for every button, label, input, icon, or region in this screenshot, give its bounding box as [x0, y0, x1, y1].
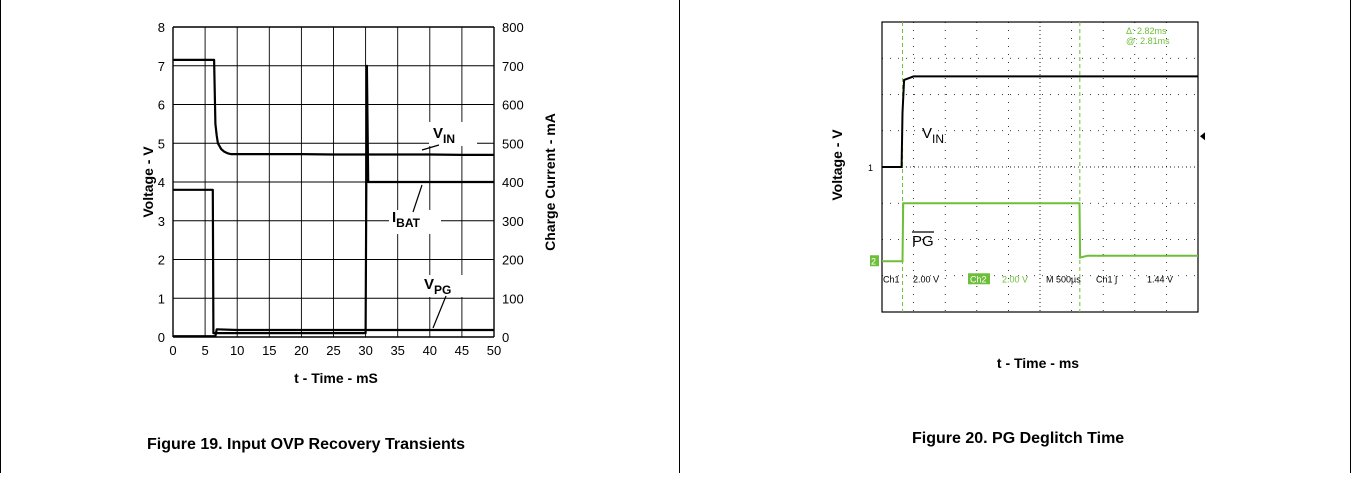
trace-annotations: VIN PG — [912, 125, 944, 250]
series-line-v-pg — [173, 328, 494, 338]
figure-19-panel: 0 5 10 15 20 25 30 35 40 45 50 0 1 2 3 4 5 6 7 8 0 100 200 300 4… — [0, 0, 680, 473]
status-item: Ch2 — [970, 274, 987, 284]
x-tick-label: 30 — [358, 343, 372, 358]
vin-label: VIN — [922, 125, 944, 146]
vpg-arrow — [432, 295, 447, 329]
figure-20-caption: Figure 20. PG Deglitch Time — [912, 430, 1125, 447]
y-tick-label-left: 8 — [158, 20, 165, 35]
vin-label: VIN — [433, 125, 455, 146]
trace-annotations: VIN IBAT VPG — [389, 122, 477, 329]
x-tick-label: 25 — [326, 343, 340, 358]
pg-label: PG — [912, 233, 934, 250]
ch2-ground-marker-bg — [870, 255, 879, 267]
status-item: 1.44 V — [1147, 274, 1173, 284]
y-tick-label-left: 1 — [158, 291, 165, 306]
y-axis-label: Voltage - V — [829, 129, 845, 201]
scope-grid: 12 — [868, 21, 1205, 313]
chart-grid — [172, 26, 495, 338]
tick-labels: 0 5 10 15 20 25 30 35 40 45 5001234567801002003004… — [158, 20, 524, 358]
status-item: 2.00 V — [913, 274, 939, 284]
y-tick-label-right: 800 — [502, 20, 524, 35]
y-tick-label-left: 0 — [158, 330, 165, 345]
vin-arrow — [421, 144, 440, 151]
status-item: Ch1 ∫ — [1096, 274, 1119, 284]
y-axis-label-right: Charge Current - mA — [542, 113, 558, 251]
scope-traces — [882, 75, 1198, 263]
y-tick-label-right: 700 — [502, 59, 524, 74]
y-tick-label-left: 6 — [158, 98, 165, 113]
ibat-label-bg — [389, 210, 441, 234]
x-tick-label: 5 — [201, 343, 208, 358]
scope-status-bar: Ch1 2.00 V Ch2 2.00 V M 500µs Ch1 ∫ 1.44 V — [883, 273, 1173, 285]
cursor-at-readout: @: 2.81ms — [1126, 36, 1170, 46]
y-tick-label-right: 100 — [502, 291, 524, 306]
cursor-delta-readout: Δ: 2.82ms — [1126, 26, 1167, 36]
vpg-label-bg — [421, 275, 467, 297]
x-tick-label: 45 — [455, 343, 469, 358]
status-item: 2.00 V — [1002, 274, 1028, 284]
y-tick-label-right: 0 — [502, 330, 509, 345]
ibat-arrow — [412, 184, 423, 213]
y-tick-label-left: 7 — [158, 59, 165, 74]
x-tick-label: 20 — [294, 343, 308, 358]
trigger-level-marker — [1200, 132, 1205, 141]
y-axis-label-left: Voltage - V — [140, 146, 156, 218]
chart-series — [173, 58, 494, 338]
ch1-ground-marker: 1 — [868, 163, 873, 173]
y-tick-label-left: 4 — [158, 175, 165, 190]
y-tick-label-left: 2 — [158, 253, 165, 268]
trace-pg — [882, 202, 1198, 263]
ibat-label: IBAT — [392, 209, 421, 230]
y-tick-label-right: 200 — [502, 253, 524, 268]
x-tick-label: 15 — [262, 343, 276, 358]
ovp-recovery-chart: 0 5 10 15 20 25 30 35 40 45 5001234567801002003004… — [140, 20, 558, 386]
y-tick-label-left: 5 — [158, 136, 165, 151]
ch2-status-bg — [968, 273, 990, 285]
x-axis-label: t - Time - ms — [997, 355, 1079, 371]
x-axis-label: t - Time - mS — [294, 370, 378, 386]
status-item: M 500µs — [1046, 274, 1081, 284]
x-tick-label: 0 — [169, 343, 176, 358]
vpg-label: VPG — [424, 276, 451, 297]
status-item: Ch1 — [883, 274, 900, 284]
y-tick-label-right: 300 — [502, 214, 524, 229]
y-tick-label-left: 3 — [158, 214, 165, 229]
figure-19-caption: Figure 19. Input OVP Recovery Transients — [147, 436, 466, 453]
series-line-i-bat — [173, 64, 494, 335]
trace-v-in — [882, 75, 1198, 168]
vin-label-bg — [429, 122, 477, 146]
series-line-v-in — [173, 58, 494, 156]
x-tick-label: 35 — [390, 343, 404, 358]
x-tick-label: 50 — [487, 343, 501, 358]
x-tick-label: 10 — [230, 343, 244, 358]
y-tick-label-right: 400 — [502, 175, 524, 190]
x-tick-label: 40 — [423, 343, 437, 358]
y-tick-label-right: 600 — [502, 98, 524, 113]
y-tick-label-right: 500 — [502, 136, 524, 151]
ch2-ground-marker: 2 — [871, 256, 876, 266]
